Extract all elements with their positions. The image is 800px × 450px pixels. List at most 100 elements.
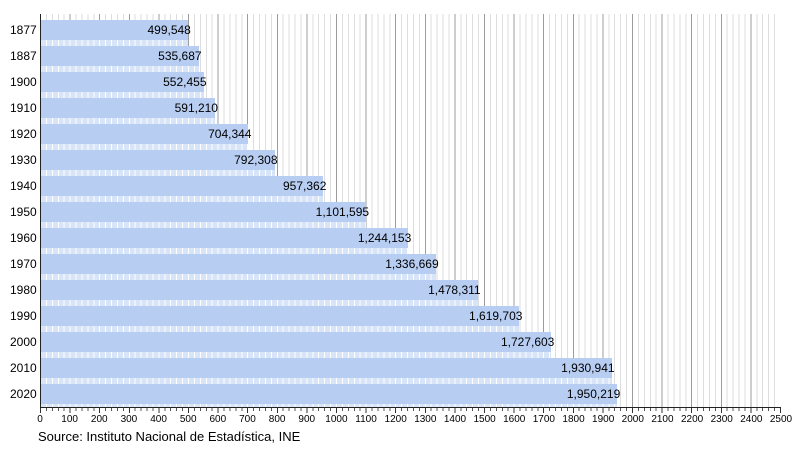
bar-substripe	[40, 66, 199, 72]
y-axis-labels: 1877 1887 1900 1910 1920 1930 1940 1950 1960 1970…	[0, 0, 40, 408]
x-tick-label: 1100	[355, 414, 377, 425]
year-label: 1930	[10, 153, 37, 167]
bar: 957,362	[40, 176, 327, 196]
x-tick-label: 1700	[532, 414, 555, 425]
x-axis-tick-labels: 0 100 200 300 400 500 600 700 800 900 1000 1100 1200…	[37, 414, 792, 426]
x-tick-label: 700	[239, 414, 256, 425]
source-caption: Source: Instituto Nacional de Estadístic…	[38, 429, 301, 444]
x-tick-label: 1300	[414, 414, 437, 425]
x-axis-major-ticks	[40, 408, 781, 413]
bar-row: 552,455	[40, 72, 780, 98]
bar-value-label: 1,336,669	[385, 257, 439, 271]
x-tick-label: 200	[90, 414, 108, 425]
bar-row: 499,548	[40, 20, 780, 46]
bar: 1,727,603	[40, 332, 555, 352]
plot-rows: 499,548 535,687 552,455 591,210 704,344 792,3…	[40, 14, 780, 408]
bar-row: 1,930,941	[40, 358, 780, 384]
bar-value-label: 1,619,703	[469, 309, 523, 323]
bar-value-label: 957,362	[282, 179, 327, 193]
year-label: 1940	[10, 179, 37, 193]
bar-row: 1,101,595	[40, 202, 780, 228]
bar: 535,687	[40, 46, 202, 66]
bar: 591,210	[40, 98, 218, 118]
year-label: 1970	[10, 257, 37, 271]
bar: 552,455	[40, 72, 207, 92]
year-label: 1920	[10, 127, 37, 141]
bar-substripe	[40, 274, 436, 280]
bar: 1,950,219	[40, 384, 621, 404]
bar-row: 1,619,703	[40, 306, 780, 332]
bar-substripe	[40, 352, 552, 358]
bar-value-label: 792,308	[234, 153, 278, 167]
bar-value-label: 1,930,941	[561, 361, 615, 375]
x-tick-label: 2500	[769, 414, 793, 425]
bar: 1,930,941	[40, 358, 615, 378]
year-label: 2020	[10, 387, 37, 401]
x-tick-label: 900	[298, 414, 316, 425]
year-label: 1950	[10, 205, 37, 219]
bar-value-label: 499,548	[147, 23, 191, 37]
bar-substripe	[40, 326, 520, 332]
plot-area: 499,548 535,687 552,455 591,210 704,344 792,3…	[40, 14, 780, 408]
x-tick-label: 1800	[562, 414, 585, 425]
bar-substripe	[40, 92, 204, 98]
x-tick-label: 500	[179, 414, 197, 425]
x-tick-label: 2400	[740, 414, 763, 425]
bar-value-label: 1,478,311	[428, 283, 481, 297]
x-tick-label: 1000	[325, 414, 348, 425]
year-label: 1960	[10, 231, 37, 245]
bar: 1,478,311	[40, 280, 481, 300]
bar-row: 1,727,603	[40, 332, 780, 358]
bar-value-label: 1,101,595	[315, 205, 370, 219]
x-tick-label: 2300	[710, 414, 733, 425]
bar-substripe	[40, 222, 367, 228]
bar-value-label: 1,244,153	[357, 231, 412, 245]
x-tick-label: 1400	[443, 414, 467, 425]
year-label: 1990	[10, 309, 37, 323]
y-axis-line	[40, 14, 41, 409]
x-tick-label: 2000	[621, 414, 644, 425]
bar-row: 535,687	[40, 46, 780, 72]
x-tick-label: 800	[268, 414, 286, 425]
bar-row: 1,950,219	[40, 384, 780, 408]
bar: 1,244,153	[40, 228, 412, 248]
x-tick-label: 100	[61, 414, 78, 425]
bar-substripe	[40, 144, 249, 150]
year-label: 1980	[10, 283, 37, 297]
bar-substripe	[40, 248, 409, 254]
x-tick-label: 600	[209, 414, 227, 425]
x-tick-label: 1500	[473, 414, 496, 425]
x-tick-label: 1600	[503, 414, 526, 425]
bar: 1,101,595	[40, 202, 370, 222]
bar-row: 957,362	[40, 176, 780, 202]
bar-substripe	[40, 378, 612, 384]
x-tick-label: 300	[120, 414, 138, 425]
bar-value-label: 1,727,603	[500, 335, 555, 349]
bar-substripe	[40, 170, 275, 176]
bar: 792,308	[40, 150, 278, 170]
year-label: 2000	[10, 335, 37, 349]
year-label: 1910	[10, 101, 37, 115]
bar-substripe	[40, 196, 324, 202]
x-tick-label: 2200	[680, 414, 704, 425]
x-tick-label: 2100	[651, 414, 674, 425]
x-axis-line	[40, 407, 781, 408]
bar: 704,344	[40, 124, 251, 144]
bar-value-label: 535,687	[158, 49, 202, 63]
bar-row: 1,336,669	[40, 254, 780, 280]
bar-substripe	[40, 300, 478, 306]
bar-substripe	[40, 40, 188, 46]
bar: 499,548	[40, 20, 191, 40]
x-tick-label: 400	[150, 414, 167, 425]
bar-value-label: 552,455	[163, 75, 207, 89]
bar-substripe	[40, 118, 215, 124]
x-tick-label: 1200	[384, 414, 407, 425]
bar-substripe	[40, 404, 618, 408]
bar-value-label: 591,210	[174, 101, 218, 115]
year-label: 1877	[10, 23, 37, 37]
bar-value-label: 1,950,219	[566, 387, 621, 401]
bar-row: 591,210	[40, 98, 780, 124]
bar-row: 792,308	[40, 150, 780, 176]
year-label: 1900	[10, 75, 37, 89]
